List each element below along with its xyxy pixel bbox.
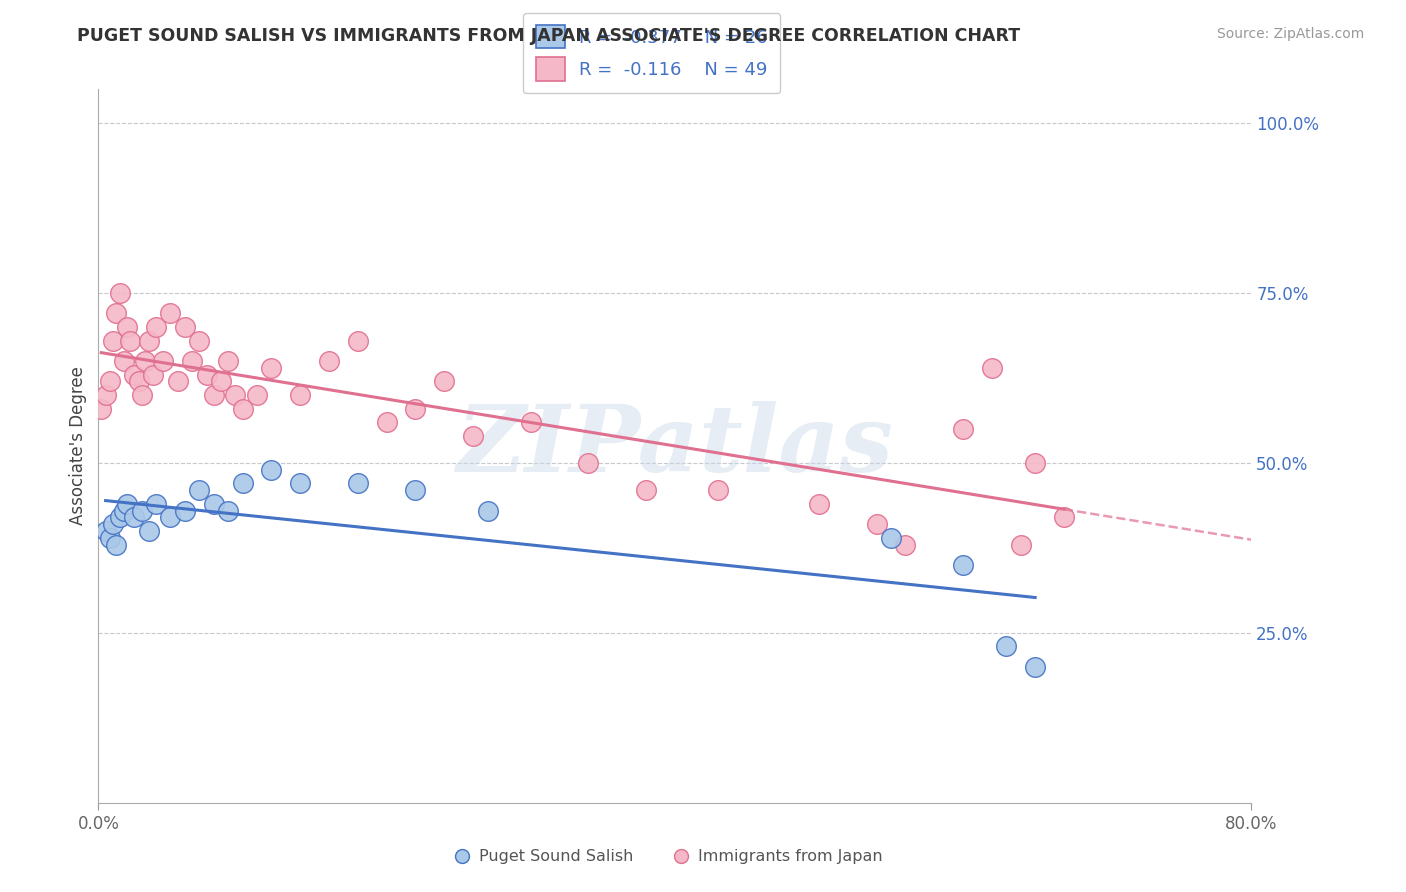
Point <box>1024 456 1046 470</box>
Point <box>202 497 225 511</box>
Point <box>290 476 312 491</box>
Point <box>520 415 543 429</box>
Point <box>108 286 131 301</box>
Point <box>134 354 156 368</box>
Point <box>290 388 312 402</box>
Point <box>166 375 188 389</box>
Point <box>104 306 127 320</box>
Point <box>98 531 121 545</box>
Point <box>181 354 204 368</box>
Point <box>120 334 142 348</box>
Point <box>461 429 484 443</box>
Point <box>894 537 917 551</box>
Point <box>318 354 340 368</box>
Point <box>174 320 197 334</box>
Point <box>112 503 135 517</box>
Y-axis label: Associate's Degree: Associate's Degree <box>69 367 87 525</box>
Point <box>94 388 117 402</box>
Point <box>131 503 153 517</box>
Point <box>405 483 427 498</box>
Point <box>880 531 903 545</box>
Point <box>808 497 831 511</box>
Text: Immigrants from Japan: Immigrants from Japan <box>697 849 883 863</box>
Point <box>142 368 165 382</box>
Point <box>1024 660 1046 674</box>
Point <box>98 375 121 389</box>
Point <box>195 368 218 382</box>
Point <box>952 422 974 436</box>
Point <box>108 510 131 524</box>
Point <box>224 388 246 402</box>
Point <box>405 401 427 416</box>
Point <box>636 483 658 498</box>
Point <box>209 375 232 389</box>
Point <box>995 640 1018 654</box>
Point <box>260 360 283 375</box>
Point <box>138 524 160 538</box>
Point <box>145 497 167 511</box>
Point <box>94 524 117 538</box>
Point <box>188 334 211 348</box>
Point <box>433 375 456 389</box>
Point <box>578 456 600 470</box>
Point <box>815 847 838 861</box>
Text: Source: ZipAtlas.com: Source: ZipAtlas.com <box>1216 27 1364 41</box>
Point <box>90 401 112 416</box>
Point <box>231 401 254 416</box>
Point <box>246 388 269 402</box>
Point <box>104 537 127 551</box>
Point <box>1010 537 1032 551</box>
Point <box>217 503 239 517</box>
Point <box>101 334 124 348</box>
Point <box>124 510 146 524</box>
Point <box>188 483 211 498</box>
Point <box>202 388 225 402</box>
Point <box>707 483 730 498</box>
Point <box>159 510 181 524</box>
Point <box>952 558 974 572</box>
Point <box>145 320 167 334</box>
Point <box>124 368 146 382</box>
Point <box>131 388 153 402</box>
Point <box>866 517 889 532</box>
Point <box>128 375 150 389</box>
Point <box>346 476 368 491</box>
Point <box>152 354 174 368</box>
Point <box>112 354 135 368</box>
Point <box>217 354 239 368</box>
Point <box>117 320 139 334</box>
Point <box>231 476 254 491</box>
Point <box>541 847 564 861</box>
Text: Puget Sound Salish: Puget Sound Salish <box>479 849 633 863</box>
Point <box>260 463 283 477</box>
Legend: R =  -0.377    N = 26, R =  -0.116    N = 49: R = -0.377 N = 26, R = -0.116 N = 49 <box>523 12 780 94</box>
Point <box>981 360 1004 375</box>
Point <box>174 503 197 517</box>
Point <box>159 306 181 320</box>
Point <box>375 415 398 429</box>
Point <box>346 334 368 348</box>
Point <box>138 334 160 348</box>
Point <box>477 503 499 517</box>
Point <box>117 497 139 511</box>
Point <box>1053 510 1076 524</box>
Text: ZIPatlas: ZIPatlas <box>457 401 893 491</box>
Point <box>101 517 124 532</box>
Text: PUGET SOUND SALISH VS IMMIGRANTS FROM JAPAN ASSOCIATE'S DEGREE CORRELATION CHART: PUGET SOUND SALISH VS IMMIGRANTS FROM JA… <box>77 27 1021 45</box>
